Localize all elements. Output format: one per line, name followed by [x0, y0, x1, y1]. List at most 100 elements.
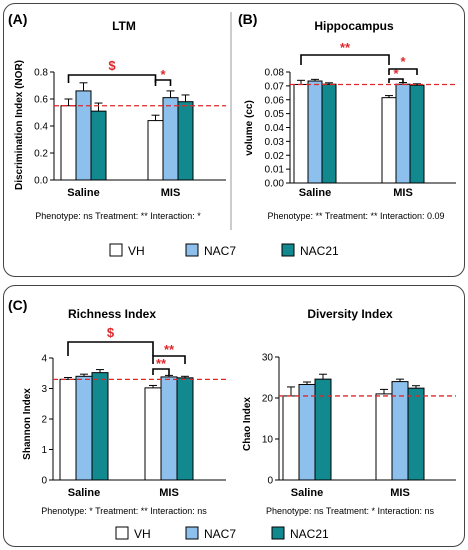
panel-c-bar-nac21-mis	[176, 377, 194, 481]
charts-layer: 0.0 0.2 0.4 0.6 0.8 Saline MIS $ * 0.00 0.01 0.02 0.…	[34, 40, 456, 499]
panel-a-stats: Phenotype: ns Treatment: ** Interaction:…	[35, 211, 201, 221]
panel-b-significance-bracket	[388, 78, 404, 83]
panel-c-y-tick-label: 4	[41, 354, 47, 365]
panel-c-significance-label: $	[107, 325, 115, 340]
top-figure-frame	[3, 3, 465, 277]
panel-b-significance-bracket	[300, 54, 390, 65]
panel-a-y-tick-label: 0.6	[34, 95, 48, 106]
panel-b-bar-nac7-mis	[395, 83, 411, 184]
panel-a-bar-nac21-mis	[177, 101, 194, 181]
panel-c-significance-bracket	[152, 368, 170, 375]
bottom-figure-frame	[3, 285, 465, 547]
panel-b-significance-label: *	[393, 66, 399, 81]
panel-a-y-tick-label: 0.2	[34, 149, 48, 160]
panel-c-y-tick-label: 3	[41, 384, 47, 395]
panel-c-significance-label: **	[164, 342, 175, 357]
panel-c-y-tick-label: 2	[41, 415, 47, 426]
panel-b-y-tick-label: 0.01	[265, 165, 285, 176]
panel-b-bar-nac7-saline	[307, 80, 323, 184]
panel-d-y-tick-label: 10	[262, 435, 274, 446]
panel-a-significance-bracket	[67, 74, 157, 83]
panel-c-bar-nac7-saline	[75, 375, 93, 481]
panel-d-x-tick-label: MIS	[390, 487, 410, 499]
legend-bottom-nac7-swatch	[185, 526, 199, 540]
panel-b-x-tick-label: MIS	[393, 187, 413, 199]
legend-bottom-nac21-label: NAC21	[290, 527, 329, 541]
panel-d-bar-vh-saline	[282, 395, 300, 481]
panel-a-bar-vh-saline	[60, 105, 77, 181]
panel-a-y-tick-label: 0.0	[34, 176, 48, 187]
panel-a-x-tick-label: MIS	[161, 187, 181, 199]
legend-top-nac7-swatch	[185, 243, 199, 257]
legend-top-nac21-label: NAC21	[300, 244, 339, 258]
panel-b-y-tick-label: 0.06	[265, 95, 285, 106]
panel-b-x-tick-label: Saline	[299, 187, 331, 199]
panel-b-stats: Phenotype: ** Treatment: ** Interaction:…	[267, 211, 444, 221]
panel-c-y-tick-label: 0	[41, 476, 47, 487]
panel-c-bar-nac7-mis	[160, 376, 178, 481]
panel-d-y-axis-label: Chao Index	[242, 397, 253, 451]
panel-c-significance-label: **	[156, 356, 167, 371]
panel-c-x-tick-label: Saline	[68, 487, 100, 499]
panel-c-letter: (C)	[8, 297, 27, 313]
panel-d-y-tick-label: 0	[267, 476, 273, 487]
panel-c-y-axis-label: Shannon Index	[22, 388, 33, 460]
legend-bottom-vh-label: VH	[134, 527, 151, 541]
panel-d-stats: Phenotype: ns Treatment: * Interaction: …	[266, 506, 435, 516]
panel-c-y-tick-label: 1	[41, 445, 47, 456]
panel-b-y-tick-label: 0.05	[265, 109, 285, 120]
legend-top-vh-label: VH	[128, 244, 145, 258]
panel-b-bar-vh-mis	[381, 97, 397, 184]
panel-b-y-axis-label: volume (cc)	[244, 100, 255, 156]
legend-top-nac7-label: NAC7	[204, 244, 236, 258]
panel-d-y-tick-label: 30	[262, 353, 274, 364]
panel-b-bar-nac21-saline	[321, 83, 337, 184]
legend-top-vh-swatch	[109, 243, 123, 257]
panel-c-significance-bracket	[67, 341, 154, 356]
panel-b-title: Hippocampus	[314, 19, 394, 33]
panel-a-title: LTM	[112, 19, 136, 33]
legend-top-nac21-swatch	[281, 243, 295, 257]
panel-a-bar-nac7-mis	[162, 97, 179, 181]
panel-a-bar-vh-mis	[147, 120, 164, 181]
panel-b-y-tick-label: 0.08	[265, 68, 285, 79]
panel-a-bar-nac21-saline	[90, 110, 107, 181]
panel-c-bar-nac21-saline	[91, 372, 109, 481]
legend-bottom-vh-swatch	[115, 526, 129, 540]
panel-b-y-tick-label: 0.02	[265, 151, 285, 162]
panel-b-significance-label: **	[340, 40, 351, 55]
panel-b-y-tick-label: 0.03	[265, 137, 285, 148]
panel-d-bar-nac21-saline	[314, 378, 332, 481]
panel-a-bar-nac7-saline	[75, 90, 92, 181]
panel-d-y-tick-label: 20	[262, 394, 274, 405]
panel-b-significance-label: *	[400, 54, 406, 69]
panel-a-significance-bracket	[154, 79, 172, 86]
panel-d-x-tick-label: Saline	[291, 487, 323, 499]
panel-d-bar-nac21-mis	[407, 387, 425, 481]
panel-b-letter: (B)	[238, 11, 257, 27]
legend-bottom-nac21-swatch	[271, 526, 285, 540]
panel-b-y-tick-label: 0.07	[265, 81, 285, 92]
panel-a-y-axis-label: Discrimination Index (NOR)	[14, 60, 25, 190]
panel-a-y-tick-label: 0.8	[34, 68, 48, 79]
panel-c-bar-vh-mis	[144, 387, 162, 481]
panel-c-significance-bracket	[152, 355, 186, 364]
panel-b-y-tick-label: 0.04	[265, 123, 285, 134]
panel-a-significance-label: $	[108, 58, 116, 73]
panel-d-bar-nac7-saline	[298, 383, 316, 481]
panel-c-x-tick-label: MIS	[159, 487, 179, 499]
panel-b-bar-vh-saline	[293, 83, 309, 184]
panel-a-significance-label: *	[160, 67, 166, 82]
panel-c-bar-vh-saline	[59, 378, 77, 481]
panel-c-stats: Phenotype: * Treatment: ** Interaction: …	[41, 506, 207, 516]
panel-b-y-tick-label: 0.00	[265, 179, 285, 190]
panel-a-y-tick-label: 0.4	[34, 122, 48, 133]
panel-b-significance-bracket	[388, 68, 418, 75]
panel-c-title: Richness Index	[68, 307, 156, 321]
panel-d-title: Diversity Index	[307, 307, 393, 321]
panel-a-x-tick-label: Saline	[67, 187, 99, 199]
legend-bottom-nac7-label: NAC7	[204, 527, 236, 541]
panel-b-bar-nac21-mis	[409, 84, 425, 184]
panel-d-bar-vh-mis	[375, 393, 393, 481]
